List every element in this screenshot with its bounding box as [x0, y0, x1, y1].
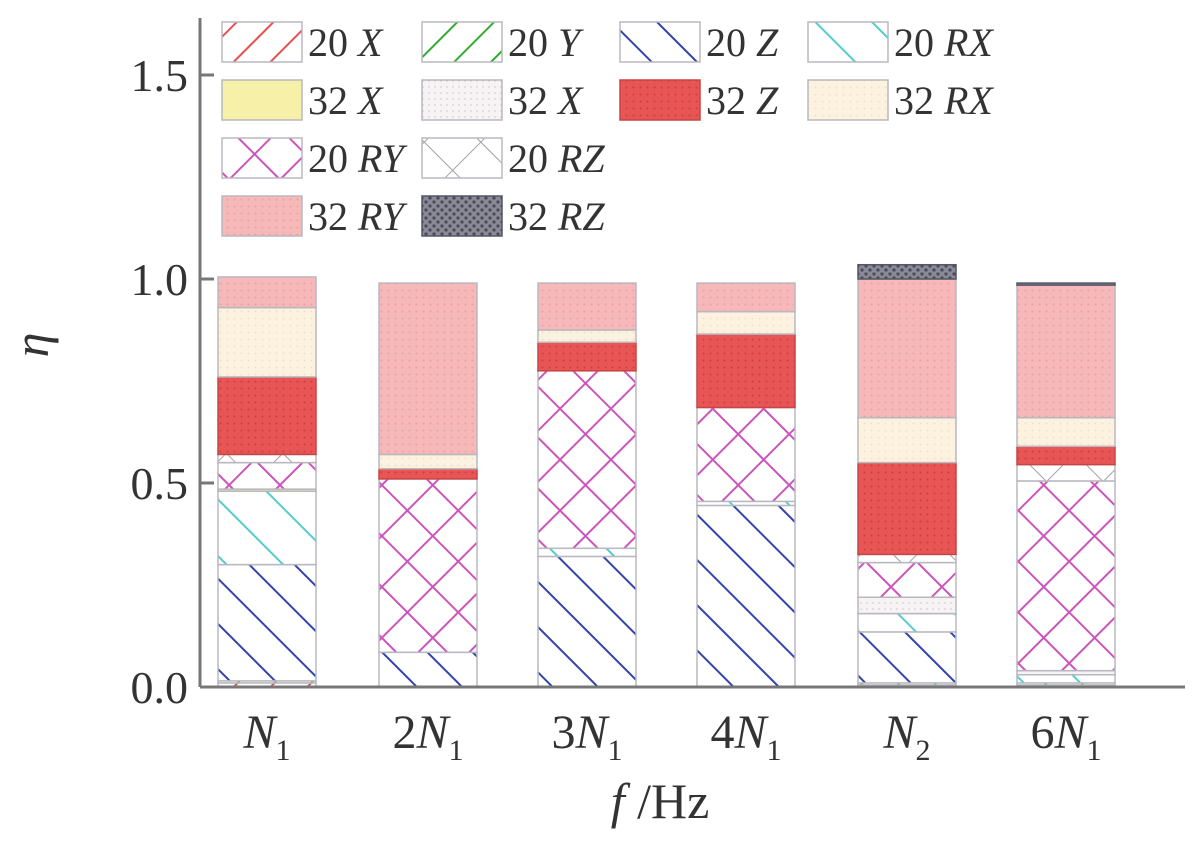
legend-label: 20 RZ: [508, 136, 605, 181]
bar-segment-32-ry-3: [696, 282, 796, 313]
legend-swatch: [807, 21, 889, 63]
bar-segment-20-rx-0: [217, 490, 317, 566]
bar-segment-20-rx-5: [1016, 674, 1116, 684]
bar-segment-20-rz-0: [217, 453, 317, 464]
bar-segment-32-ry-0: [217, 276, 317, 309]
legend-swatch: [221, 79, 303, 121]
bar-segment-20-ry-0: [217, 461, 317, 490]
x-axis-title: f /Hz: [611, 773, 710, 829]
legend-swatch: [421, 21, 503, 63]
bar-segment-32-z-4: [857, 461, 957, 556]
bar-segment-20-ry-5: [1016, 480, 1116, 672]
legend-item-20-rz: 20 RZ: [421, 136, 605, 181]
legend-item-20-x: 20 X: [221, 20, 384, 65]
bar-segment-32-z-1: [378, 467, 478, 480]
legend-label: 32 X: [508, 78, 584, 123]
bar-segment-20-z-2: [537, 555, 637, 688]
bar-segment-32-rz-4: [857, 263, 957, 280]
legend-label: 32 RZ: [508, 194, 605, 239]
bar-segment-32-z-0: [217, 376, 317, 456]
bar-segment-32-x-4: [857, 596, 957, 615]
legend-label: 20 Y: [508, 20, 584, 65]
legend-label: 32 Z: [706, 78, 779, 123]
y-tick-label: 0.5: [131, 458, 189, 509]
bar-segment-32-z-2: [537, 341, 637, 372]
legend-swatch: [619, 21, 701, 63]
bar-segment-20-rx-4: [857, 612, 957, 633]
legend-item-32-z: 32 Z: [619, 78, 779, 123]
legend-item-32-rx: 32 RX: [807, 78, 994, 123]
legend-swatch: [221, 137, 303, 179]
x-category-label: 2N1: [392, 706, 463, 767]
bar-segment-32-z-3: [696, 333, 796, 409]
legend-label: 20 RX: [894, 20, 994, 65]
bar-segment-20-rx-2: [537, 547, 637, 558]
y-tick-label: 1.0: [131, 254, 189, 305]
bar-segment-20-ry-2: [537, 370, 637, 550]
legend-item-20-ry: 20 RY: [221, 136, 408, 181]
legend-item-20-z: 20 Z: [619, 20, 779, 65]
bar-segment-32-rx-5: [1016, 416, 1116, 448]
bar-segment-32-rx-3: [696, 310, 796, 335]
y-tick-labels: 0.0 0.5 1.0 1.5: [131, 50, 214, 713]
bar-segment-32-ry-4: [857, 278, 957, 419]
bar-segment-20-ry-1: [378, 478, 478, 654]
x-axis-title-unit: /Hz: [625, 773, 710, 829]
legend-label: 20 Z: [706, 20, 779, 65]
legend-swatch: [619, 79, 701, 121]
bar-segment-20-z-3: [696, 504, 796, 688]
legend-swatch: [421, 195, 503, 237]
x-category-label: 4N1: [710, 706, 781, 767]
x-category-labels: N1 2N1 3N1 4N1 N2 6N1: [242, 706, 1101, 767]
bar-segment-20-rz-5: [1016, 463, 1116, 482]
x-category-label: N1: [242, 706, 290, 767]
legend-item-32-rz: 32 RZ: [421, 194, 605, 239]
x-category-label: 3N1: [551, 706, 622, 767]
bar-segment-32-rx-2: [537, 329, 637, 343]
legend: 20 X 20 Y 20 Z 20 RX 32 X 32 X 32 Z 32 RX 20 RY 2…: [221, 20, 994, 239]
bar-segment-20-rz-4: [857, 553, 957, 564]
legend-label: 20 RY: [308, 136, 408, 181]
bar-segment-32-rx-0: [217, 306, 317, 378]
legend-item-20-rx: 20 RX: [807, 20, 994, 65]
bar-segment-20-z-4: [857, 631, 957, 684]
legend-label: 32 RY: [308, 194, 408, 239]
legend-label: 32 X: [308, 78, 384, 123]
x-category-label: 6N1: [1030, 706, 1101, 767]
legend-item-32-ry: 32 RY: [221, 194, 408, 239]
axes: [198, 18, 1185, 689]
legend-swatch: [221, 195, 303, 237]
bar-segment-32-ry-1: [378, 282, 478, 456]
legend-item-32-x: 32 X: [421, 78, 584, 123]
bar-segment-32-ry-5: [1016, 284, 1116, 419]
legend-swatch: [421, 79, 503, 121]
bar-segment-20-ry-4: [857, 561, 957, 598]
y-tick-label: 1.5: [131, 50, 189, 101]
legend-item-32-x: 32 X: [221, 78, 384, 123]
bar-segment-20-ry-3: [696, 406, 796, 503]
bar-segment-32-rz-5: [1016, 282, 1116, 286]
bar-stacks: [217, 263, 1116, 688]
bar-segment-32-ry-2: [537, 282, 637, 331]
bar-segment-32-rx-4: [857, 416, 957, 464]
bar-segment-20-z-1: [378, 651, 478, 688]
legend-label: 32 RX: [894, 78, 994, 123]
bar-segment-32-z-5: [1016, 445, 1116, 466]
y-axis-title: η: [3, 333, 59, 358]
y-tick-label: 0.0: [131, 662, 189, 713]
legend-label: 20 X: [308, 20, 384, 65]
legend-swatch: [221, 21, 303, 63]
legend-item-20-y: 20 Y: [421, 20, 584, 65]
legend-swatch: [421, 137, 503, 179]
legend-swatch: [807, 79, 889, 121]
x-category-label: N2: [882, 706, 930, 767]
bar-segment-20-z-0: [217, 563, 317, 682]
bar-segment-32-rx-1: [378, 453, 478, 470]
